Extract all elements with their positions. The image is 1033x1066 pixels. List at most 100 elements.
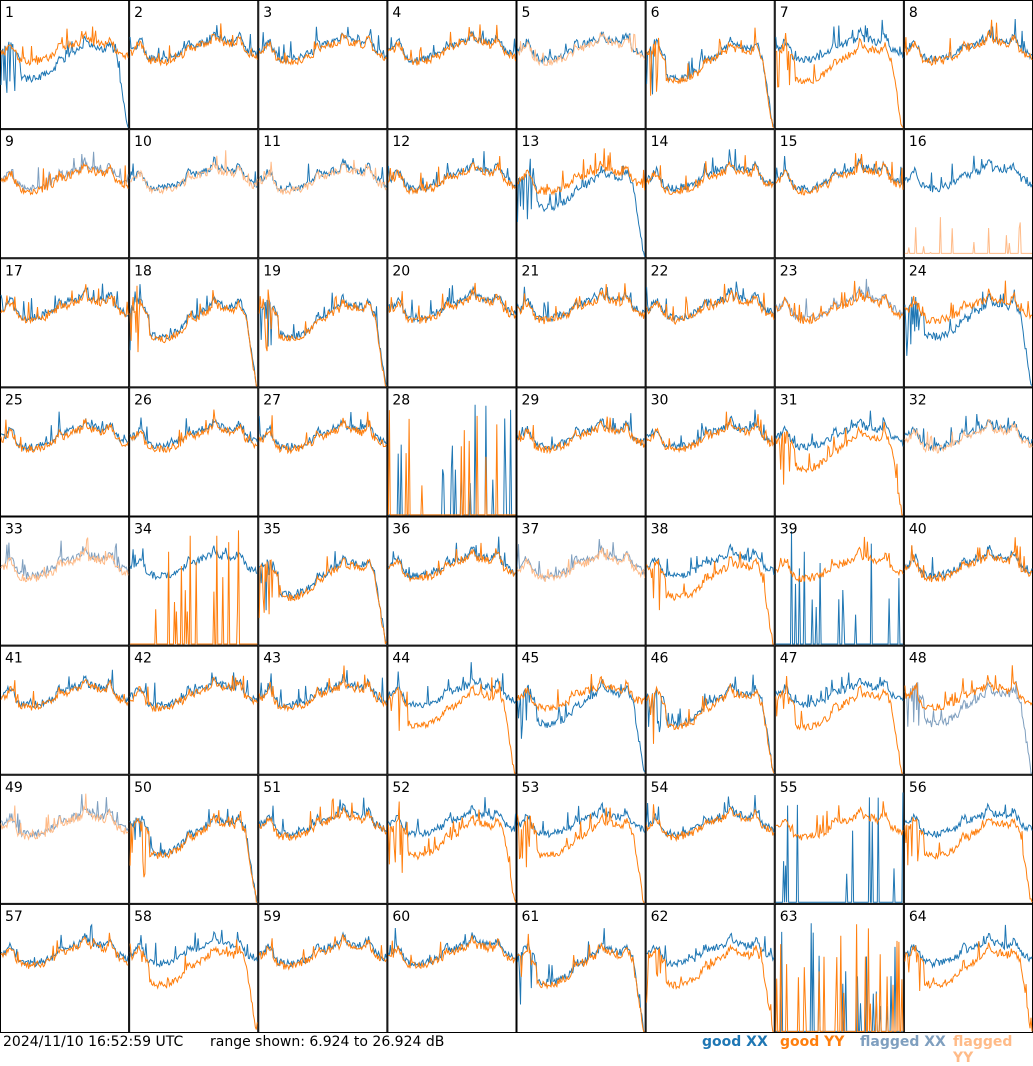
series-xx-line	[0, 540, 129, 580]
panel-38: 38	[645, 516, 775, 646]
panel-label: 37	[522, 522, 540, 538]
panel-frame	[516, 516, 646, 646]
panel-label: 23	[780, 263, 798, 279]
panel-label: 30	[651, 392, 669, 408]
panel-frame	[387, 516, 517, 646]
series-yy-line	[904, 418, 1033, 454]
panel-47: 47	[774, 645, 904, 775]
panel-label: 13	[522, 134, 540, 150]
panel-22: 22	[645, 258, 775, 388]
panel-34: 34	[129, 516, 259, 646]
panel-label: 3	[263, 5, 272, 21]
panel-frame	[0, 903, 130, 1033]
series-xx-line	[258, 551, 387, 645]
series-yy-line	[904, 217, 1032, 254]
series-yy-line	[646, 411, 775, 454]
series-yy-line	[130, 530, 258, 645]
panel-label: 64	[909, 909, 927, 925]
panel-frame	[258, 903, 388, 1033]
panel-label: 31	[780, 392, 798, 408]
series-yy-line	[646, 804, 775, 843]
panel-frame	[516, 774, 646, 904]
panel-label: 36	[392, 522, 410, 538]
range-text: range shown: 6.924 to 26.924 dB	[210, 1034, 445, 1050]
series-xx-line	[775, 531, 903, 645]
series-xx-line	[129, 545, 258, 581]
series-yy-line	[646, 283, 775, 326]
panel-8: 8	[903, 0, 1033, 130]
legend-good-xx: good XX	[702, 1034, 768, 1050]
panel-58: 58	[129, 903, 259, 1033]
panel-61: 61	[516, 903, 646, 1033]
panel-label: 24	[909, 263, 927, 279]
panel-frame	[387, 903, 517, 1033]
series-yy-line	[517, 673, 646, 713]
series-yy-line	[775, 421, 903, 516]
panel-3: 3	[258, 0, 388, 130]
panel-23: 23	[774, 258, 904, 388]
series-yy-line	[258, 556, 387, 645]
panel-frame	[129, 0, 259, 130]
panel-label: 21	[522, 263, 540, 279]
series-yy-line	[0, 284, 129, 325]
panel-label: 16	[909, 134, 927, 150]
panel-label: 55	[780, 780, 798, 796]
series-yy-line	[646, 943, 774, 1032]
series-yy-line	[646, 155, 775, 196]
series-yy-line	[775, 801, 904, 841]
panel-frame	[774, 129, 904, 259]
panel-label: 17	[5, 263, 23, 279]
panel-frame	[129, 516, 259, 646]
panel-20: 20	[387, 258, 517, 388]
panel-32: 32	[903, 387, 1033, 517]
panel-frame	[903, 645, 1033, 775]
series-yy-line	[258, 798, 387, 842]
series-yy-line	[387, 801, 516, 903]
panel-frame	[0, 129, 130, 259]
panel-label: 42	[134, 651, 152, 667]
panel-label: 2	[134, 5, 143, 21]
panel-label: 45	[522, 651, 540, 667]
panel-label: 20	[392, 263, 410, 279]
series-yy-line	[258, 289, 387, 387]
panel-label: 12	[392, 134, 410, 150]
panel-label: 9	[5, 134, 14, 150]
panel-label: 5	[522, 5, 531, 21]
panel-frame	[516, 0, 646, 130]
series-yy-line	[904, 19, 1033, 66]
panel-label: 61	[522, 909, 540, 925]
panel-frame	[903, 903, 1033, 1033]
series-xx-line	[258, 797, 387, 839]
panel-label: 47	[780, 651, 798, 667]
panel-label: 15	[780, 134, 798, 150]
panel-frame	[645, 129, 775, 259]
panel-frame	[0, 645, 130, 775]
panel-label: 46	[651, 651, 669, 667]
series-yy-line	[258, 665, 387, 713]
series-xx-line	[258, 411, 387, 452]
panel-label: 33	[5, 522, 23, 538]
panel-frame	[0, 258, 130, 388]
series-yy-line	[904, 665, 1033, 711]
series-xx-line	[258, 931, 387, 968]
panel-frame	[258, 129, 388, 259]
series-xx-line	[388, 536, 516, 580]
panel-56: 56	[903, 774, 1033, 904]
panel-21: 21	[516, 258, 646, 388]
series-xx-line	[775, 19, 904, 64]
panel-frame	[645, 258, 775, 388]
panel-26: 26	[129, 387, 259, 517]
series-yy-line	[0, 26, 129, 67]
panel-label: 58	[134, 909, 152, 925]
panel-label: 38	[651, 522, 669, 538]
panel-17: 17	[0, 258, 130, 388]
panel-57: 57	[0, 903, 130, 1033]
series-yy-line	[129, 939, 258, 1030]
series-yy-line	[129, 810, 258, 903]
panel-label: 34	[134, 522, 152, 538]
panel-label: 14	[651, 134, 669, 150]
panel-frame	[903, 0, 1033, 130]
panel-label: 52	[392, 780, 410, 796]
series-xx-line	[904, 155, 1033, 193]
panel-label: 53	[522, 780, 540, 796]
